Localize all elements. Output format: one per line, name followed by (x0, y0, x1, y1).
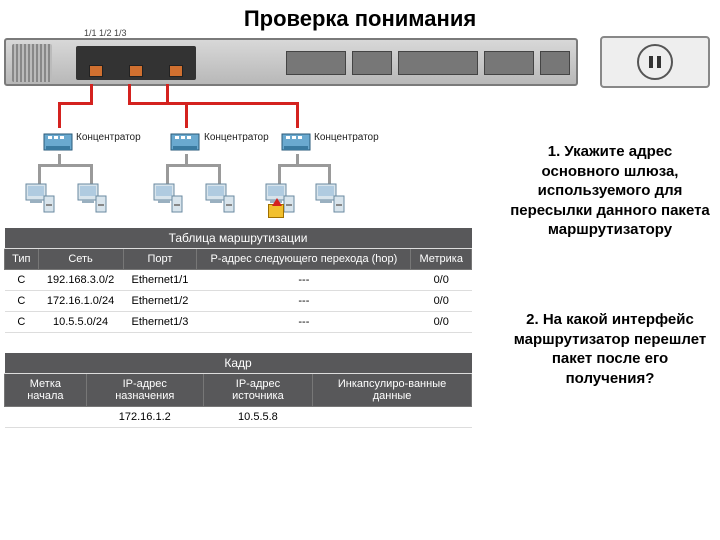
router-chassis: 1/1 1/2 1/3 (4, 38, 578, 86)
table-header: Метка начала (5, 374, 87, 407)
table-cell: 172.16.1.2 (86, 407, 203, 428)
hub-icon (169, 126, 201, 156)
table-caption: Кадр (5, 353, 472, 374)
router-jack (89, 65, 103, 77)
table-cell: 10.5.5.0/24 (38, 312, 123, 333)
table-header: IP-адрес назначения (86, 374, 203, 407)
table-cell: 0/0 (411, 270, 472, 291)
table-cell: Ethernet1/1 (123, 270, 197, 291)
table-row: 172.16.1.210.5.5.8 (5, 407, 472, 428)
router-slot (352, 51, 392, 75)
hub-label: Концентратор (204, 132, 269, 143)
table-header: Порт (123, 249, 197, 270)
table-header: Р-адрес следующего перехода (hop) (197, 249, 411, 270)
pc-icon (150, 182, 184, 214)
routing-table: Таблица маршрутизацииТипСетьПортР-адрес … (4, 228, 472, 333)
network-topology: Концентратор Концентратор Концентратор (4, 86, 504, 226)
table-cell: --- (197, 291, 411, 312)
hub-icon (280, 126, 312, 156)
power-plug-icon (600, 36, 710, 88)
table-cell: Ethernet1/2 (123, 291, 197, 312)
pc-icon (22, 182, 56, 214)
pc-icon (312, 182, 346, 214)
table-cell (313, 407, 472, 428)
table-header: IP-адрес источника (203, 374, 312, 407)
hub-icon (42, 126, 74, 156)
router-slot (286, 51, 346, 75)
question-2: 2. На какой интерфейс маршрутизатор пере… (508, 310, 712, 388)
router-panel (206, 46, 570, 80)
table-cell: 10.5.5.8 (203, 407, 312, 428)
packet-icon (268, 204, 284, 218)
pc-icon (202, 182, 236, 214)
table-header: Тип (5, 249, 39, 270)
router-jack (129, 65, 143, 77)
router-vent (12, 44, 52, 82)
router-slot (398, 51, 478, 75)
table-header: Инкапсулиро-ванные данные (313, 374, 472, 407)
table-cell: С (5, 312, 39, 333)
pc-icon (74, 182, 108, 214)
router-area: 1/1 1/2 1/3 (2, 38, 580, 86)
question-1: 1. Укажите адрес основного шлюза, исполь… (508, 142, 712, 240)
frame-table: КадрМетка началаIP-адрес назначенияIP-ад… (4, 353, 472, 428)
table-cell: С (5, 270, 39, 291)
router-slot (484, 51, 534, 75)
table-cell: 192.168.3.0/2 (38, 270, 123, 291)
router-port-group (76, 46, 196, 80)
router-port-labels: 1/1 1/2 1/3 (84, 28, 127, 38)
table-cell: 0/0 (411, 312, 472, 333)
router-jack (169, 65, 183, 77)
table-caption: Таблица маршрутизации (5, 228, 472, 249)
table-cell: С (5, 291, 39, 312)
table-row: С172.16.1.0/24Ethernet1/2---0/0 (5, 291, 472, 312)
socket-icon (637, 44, 673, 80)
table-cell: --- (197, 312, 411, 333)
hub-label: Концентратор (314, 132, 379, 143)
table-row: С192.168.3.0/2Ethernet1/1---0/0 (5, 270, 472, 291)
table-row: С10.5.5.0/24Ethernet1/3---0/0 (5, 312, 472, 333)
table-cell: --- (197, 270, 411, 291)
table-cell (5, 407, 87, 428)
table-header: Сеть (38, 249, 123, 270)
table-header: Метрика (411, 249, 472, 270)
hub-label: Концентратор (76, 132, 141, 143)
table-cell: Ethernet1/3 (123, 312, 197, 333)
router-slot (540, 51, 570, 75)
table-cell: 0/0 (411, 291, 472, 312)
table-cell: 172.16.1.0/24 (38, 291, 123, 312)
